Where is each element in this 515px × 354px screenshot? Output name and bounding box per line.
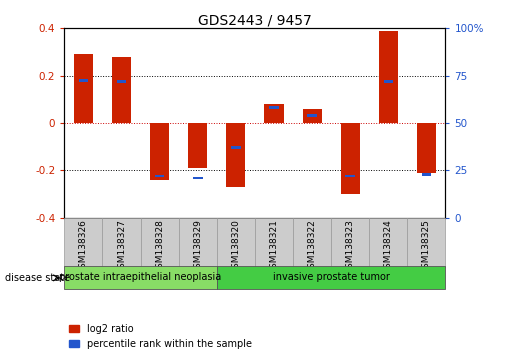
Text: invasive prostate tumor: invasive prostate tumor	[273, 272, 389, 282]
Bar	[341, 123, 360, 194]
Text: GSM138323: GSM138323	[346, 219, 355, 274]
Bar	[112, 57, 131, 123]
Title: GDS2443 / 9457: GDS2443 / 9457	[198, 13, 312, 27]
Bar	[193, 177, 202, 179]
Text: GSM138324: GSM138324	[384, 219, 393, 274]
Bar	[346, 175, 355, 177]
Bar	[379, 31, 398, 123]
Bar	[293, 218, 331, 267]
Text: GSM138327: GSM138327	[117, 219, 126, 274]
Bar	[188, 123, 207, 168]
Bar	[417, 123, 436, 173]
Bar	[64, 218, 102, 267]
Bar	[217, 266, 445, 289]
Bar	[150, 123, 169, 180]
Bar	[74, 55, 93, 123]
Bar	[422, 173, 431, 176]
Text: GSM138325: GSM138325	[422, 219, 431, 274]
Bar	[307, 114, 317, 117]
Text: GSM138328: GSM138328	[155, 219, 164, 274]
Bar	[217, 218, 255, 267]
Bar	[227, 123, 246, 187]
Bar	[269, 107, 279, 109]
Legend: log2 ratio, percentile rank within the sample: log2 ratio, percentile rank within the s…	[69, 324, 252, 349]
Bar	[369, 218, 407, 267]
Bar	[384, 80, 393, 83]
Bar	[102, 218, 141, 267]
Bar	[407, 218, 445, 267]
Text: disease state: disease state	[5, 273, 70, 283]
Bar	[141, 218, 179, 267]
Text: GSM138322: GSM138322	[307, 219, 317, 274]
Text: GSM138320: GSM138320	[231, 219, 241, 274]
Bar	[231, 146, 241, 149]
Bar	[265, 104, 284, 123]
Text: prostate intraepithelial neoplasia: prostate intraepithelial neoplasia	[59, 272, 222, 282]
Bar	[331, 218, 369, 267]
Bar	[64, 266, 217, 289]
Text: GSM138329: GSM138329	[193, 219, 202, 274]
Bar	[303, 109, 321, 123]
Text: GSM138326: GSM138326	[79, 219, 88, 274]
Bar	[155, 175, 164, 177]
Bar	[79, 79, 88, 82]
Bar	[179, 218, 217, 267]
Bar	[117, 80, 126, 83]
Text: GSM138321: GSM138321	[269, 219, 279, 274]
Bar	[255, 218, 293, 267]
